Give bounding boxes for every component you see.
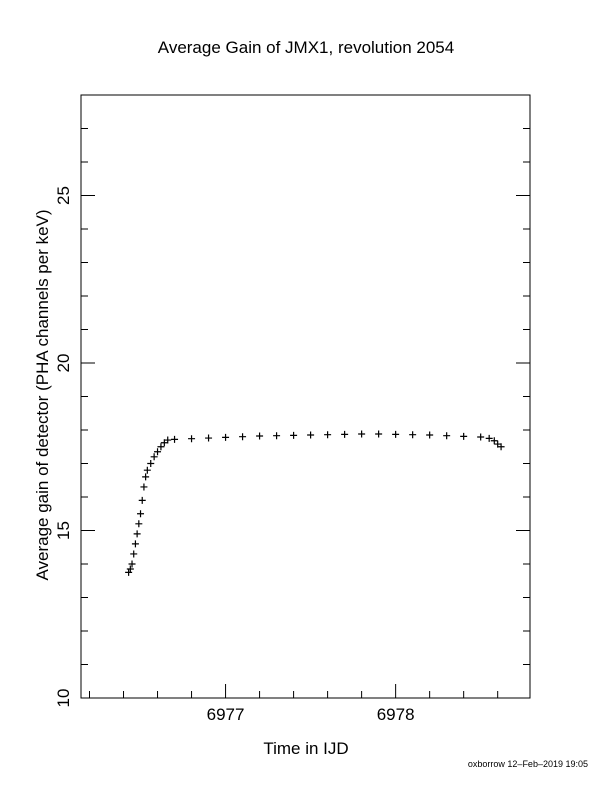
data-point [150,453,158,461]
y-axis-label: Average gain of detector (PHA channels p… [33,209,52,580]
data-point [143,466,151,474]
data-point [375,430,383,438]
y-tick-label: 15 [54,521,73,540]
data-point [460,432,468,440]
data-point [171,435,179,443]
data-point [131,540,139,548]
data-point [140,483,148,491]
data-point [147,460,155,467]
chart-title: Average Gain of JMX1, revolution 2054 [158,38,454,57]
data-point [392,430,400,438]
data-point [205,434,213,442]
data-point [239,433,247,441]
data-point [490,437,498,445]
data-point [358,430,366,438]
data-point [497,443,505,451]
x-axis-label: Time in IJD [263,739,348,758]
y-tick-label: 25 [54,186,73,205]
data-point [154,448,162,456]
data-point [256,432,264,440]
data-point [137,510,145,518]
footer: oxborrow 12–Feb–2019 19:05 [468,759,588,769]
data-point [128,560,136,568]
data-point [290,431,298,439]
y-tick-label: 20 [54,354,73,373]
data-point [324,431,332,439]
data-point [477,433,485,441]
y-tick-label: 10 [54,689,73,708]
data-point [443,432,451,440]
data-point [157,443,165,451]
x-tick-label: 6977 [207,705,245,724]
data-point [426,431,434,439]
data-point [273,432,281,440]
data-point [188,435,196,443]
data-point [307,431,315,439]
data-point [133,530,141,538]
data-point [164,436,172,444]
data-point [126,565,134,573]
x-tick-label: 6978 [377,705,415,724]
data-point [409,431,417,439]
data-point [125,568,133,576]
data-point [130,550,138,558]
data-point [135,520,143,528]
data-point [142,473,150,481]
data-point [222,433,230,441]
data-point [341,430,349,438]
plot-frame [80,94,531,699]
data-point [138,496,146,504]
data-point [485,434,493,442]
